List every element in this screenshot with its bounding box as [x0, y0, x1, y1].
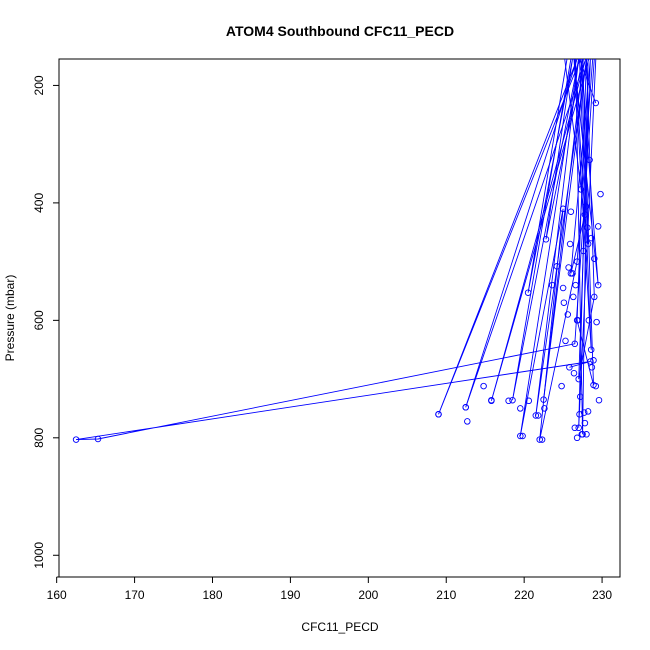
- y-tick-label: 400: [32, 193, 46, 213]
- data-point: [573, 434, 581, 442]
- x-axis-label: CFC11_PECD: [301, 620, 378, 634]
- data-point: [581, 211, 589, 218]
- series-line-7: [519, 58, 594, 440]
- data-point: [538, 436, 546, 443]
- y-tick-label: 1000: [32, 542, 46, 569]
- data-point: [564, 311, 572, 318]
- x-tick-label: 210: [436, 588, 456, 602]
- data-point: [571, 424, 579, 432]
- series-line-6: [76, 58, 595, 441]
- data-point: [582, 203, 589, 210]
- data-point: [524, 289, 532, 296]
- data-point: [571, 340, 579, 348]
- data-point: [462, 404, 469, 411]
- data-point: [558, 382, 565, 390]
- data-point: [587, 346, 595, 353]
- data-point: [532, 412, 540, 419]
- x-tick-label: 170: [125, 588, 145, 602]
- series-line-8: [575, 58, 597, 435]
- y-tick-label: 200: [32, 75, 46, 95]
- data-point: [587, 358, 594, 365]
- data-point: [585, 317, 593, 324]
- data-point: [580, 247, 587, 255]
- data-point: [597, 190, 604, 198]
- data-point: [559, 205, 567, 213]
- data-point: [578, 431, 586, 438]
- data-point: [593, 318, 600, 326]
- data-point: [591, 293, 598, 301]
- series-line-3: [527, 58, 584, 293]
- x-tick-label: 160: [47, 588, 67, 602]
- data-point: [584, 224, 591, 231]
- data-point: [560, 299, 568, 306]
- chart-title: ATOM4 Southbound CFC11_PECD: [226, 23, 454, 39]
- data-point: [580, 409, 588, 416]
- data-point: [525, 397, 533, 405]
- data-point: [575, 424, 582, 432]
- x-tick-label: 180: [202, 588, 222, 602]
- data-point: [572, 281, 579, 289]
- data-point: [592, 99, 600, 107]
- x-tick-label: 200: [358, 588, 378, 602]
- data-point: [587, 234, 595, 242]
- data-point: [559, 284, 567, 292]
- data-point: [519, 432, 526, 440]
- series-line-1: [570, 58, 595, 386]
- data-point: [517, 432, 524, 440]
- y-tick-label: 800: [32, 427, 46, 447]
- data-point: [536, 436, 543, 443]
- data-point: [517, 405, 524, 412]
- data-point: [567, 208, 575, 215]
- data-point: [562, 337, 569, 345]
- data-point: [594, 281, 602, 289]
- x-tick-label: 220: [514, 588, 534, 602]
- data-point: [575, 375, 582, 383]
- data-point: [584, 240, 592, 248]
- data-point: [548, 281, 556, 289]
- data-point: [586, 156, 593, 164]
- data-point: [480, 382, 487, 390]
- data-point: [577, 186, 585, 193]
- data-point: [594, 223, 602, 230]
- data-point: [595, 396, 603, 404]
- data-point: [592, 382, 600, 390]
- data-point: [72, 436, 80, 443]
- data-point: [553, 263, 561, 270]
- data-point: [591, 255, 598, 262]
- data-point: [435, 411, 442, 418]
- data-point: [570, 369, 578, 377]
- data-point: [566, 364, 573, 371]
- data-point: [488, 396, 495, 404]
- data-point: [94, 435, 102, 443]
- y-tick-label: 600: [32, 310, 46, 330]
- data-point: [590, 357, 597, 364]
- data-point: [581, 419, 589, 427]
- data-point: [569, 270, 576, 277]
- x-tick-label: 230: [592, 588, 612, 602]
- data-point: [583, 431, 590, 438]
- data-point: [566, 240, 574, 248]
- x-axis: 160 170 180 190 200 210 220 230: [47, 576, 612, 602]
- data-point: [574, 317, 582, 324]
- data-point: [464, 418, 471, 425]
- data-point: [534, 412, 542, 419]
- data-point: [565, 264, 572, 271]
- data-point: [570, 293, 577, 301]
- y-axis: 200 400 600 800 1000: [32, 75, 60, 569]
- data-point: [505, 397, 512, 405]
- data-point: [573, 258, 581, 265]
- data-point: [584, 408, 592, 415]
- data-point: [577, 393, 584, 400]
- data-point: [588, 364, 596, 371]
- data-point: [541, 405, 548, 412]
- series-layer: [76, 58, 599, 441]
- points-layer: [72, 99, 604, 443]
- data-point: [509, 396, 516, 404]
- data-point: [542, 236, 550, 243]
- data-point: [540, 396, 547, 403]
- series-line-5: [438, 58, 590, 415]
- y-axis-label: Pressure (mbar): [3, 275, 17, 362]
- x-tick-label: 190: [280, 588, 300, 602]
